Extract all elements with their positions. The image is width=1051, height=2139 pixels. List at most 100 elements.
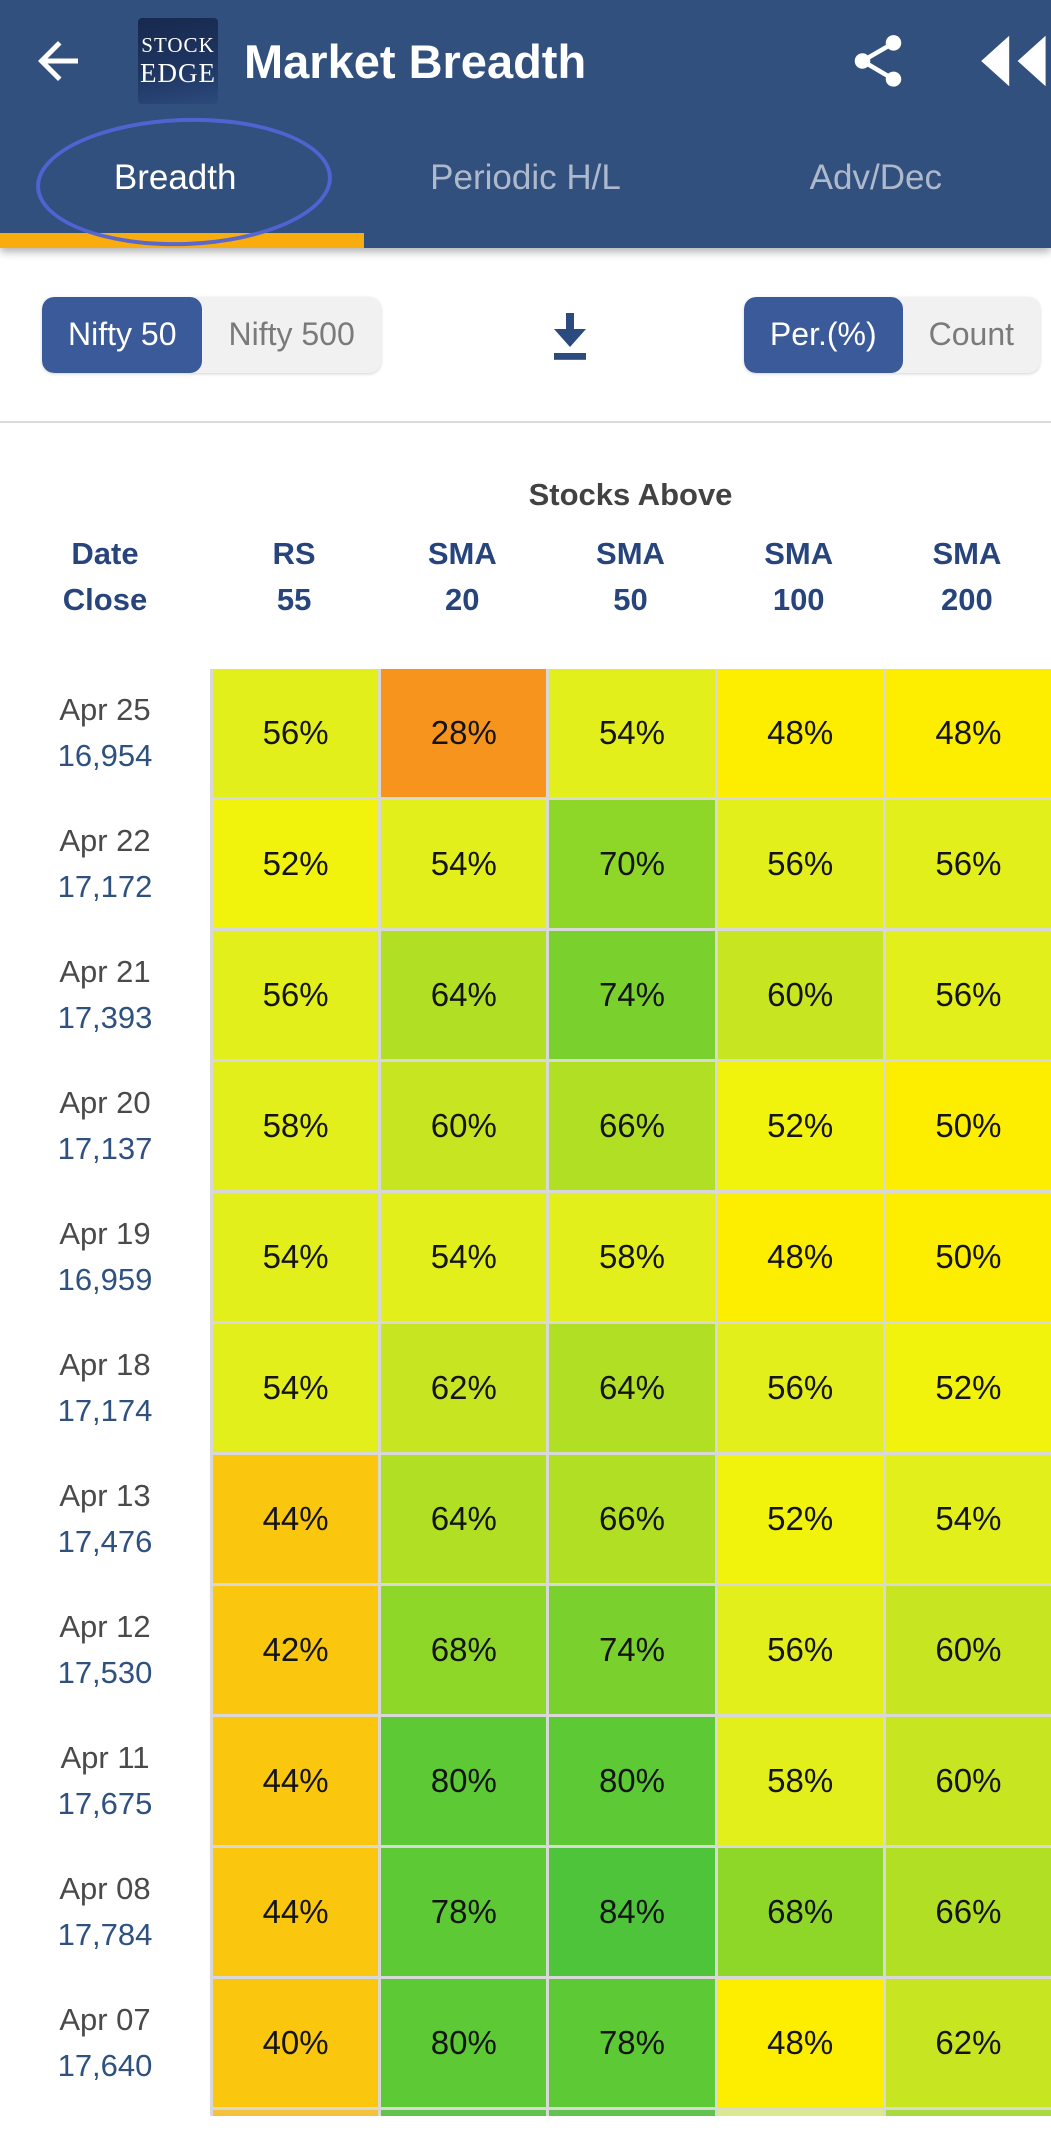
stockedge-logo: STOCK EDGE (138, 18, 218, 104)
heatmap-cell: 58% (213, 1062, 379, 1190)
toggle-nifty-50[interactable]: Nifty 50 (42, 296, 203, 373)
heatmap-cell: 54% (381, 800, 547, 928)
row-close: 17,476 (57, 1524, 153, 1559)
toggle-count[interactable]: Count (928, 316, 1014, 352)
row-date: Apr 18 (59, 1347, 151, 1382)
row-close: 17,172 (57, 869, 153, 904)
col-header-line1: SMA (932, 536, 1002, 571)
col-header-sma-100: SMA 100 (715, 531, 883, 623)
heatmap-cell: 56% (885, 931, 1051, 1059)
row-date-cell: Apr 21 17,393 (0, 931, 210, 1059)
heatmap-cell: 54% (213, 1324, 379, 1452)
heatmap-grid: 56% 28% 54% 48% 48% 52% 54% 70% 56% 56% 56% 64% 74% 6… (210, 669, 1051, 2116)
row-date: Apr 25 (59, 692, 151, 727)
col-header-sma-200: SMA 200 (883, 531, 1051, 623)
col-header-sma-50: SMA 50 (546, 531, 714, 623)
row-date: Apr 21 (59, 954, 151, 989)
heatmap-cell: 48% (885, 669, 1051, 797)
row-date-cell: Apr 08 17,784 (0, 1848, 210, 1976)
heatmap-cell: 78% (549, 1979, 715, 2107)
heatmap-cell: 78% (381, 1848, 547, 1976)
heatmap-cell: 58% (549, 1193, 715, 1321)
row-date-cell: Apr 12 17,530 (0, 1586, 210, 1714)
col-header-line2: 50 (613, 582, 648, 617)
heatmap-cell: 48% (717, 669, 883, 797)
col-header-line1: RS (272, 536, 316, 571)
tab-periodic-hl[interactable]: Periodic H/L (430, 157, 621, 197)
heatmap-cell: 66% (885, 1848, 1051, 1976)
col-header-line2: 55 (276, 582, 312, 617)
heatmap-cell: 48% (717, 1979, 883, 2107)
row-date-cell: Apr 20 17,137 (0, 1062, 210, 1190)
row-close: 17,675 (57, 1786, 153, 1821)
tab-adv-dec[interactable]: Adv/Dec (809, 157, 942, 197)
tab-bar: Breadth Periodic H/L Adv/Dec (0, 122, 1051, 233)
heatmap-cell: 64% (381, 1455, 547, 1583)
col-header-date-close: Date Close (0, 531, 210, 623)
heatmap-cell: 68% (381, 1586, 547, 1714)
heatmap-cell: 52% (717, 1455, 883, 1583)
row-close: 16,959 (57, 1262, 153, 1297)
row-date-cell: Apr 11 17,675 (0, 1717, 210, 1845)
heatmap-cell: 80% (381, 1979, 547, 2107)
row-date-cell: Apr 25 16,954 (0, 669, 210, 797)
row-date: Apr 12 (59, 1609, 151, 1644)
download-icon[interactable] (546, 302, 594, 368)
row-close: 17,137 (57, 1131, 153, 1166)
col-header-line2: 20 (445, 582, 480, 617)
row-close: 17,174 (57, 1393, 153, 1428)
col-header-rs-55: RS 55 (210, 531, 378, 623)
heatmap-cell: 56% (717, 1324, 883, 1452)
heatmap-cell: 56% (213, 931, 379, 1059)
heatmap-cell: 70% (549, 800, 715, 928)
heatmap-cell: 44% (213, 1455, 379, 1583)
app-header: STOCK EDGE Market Breadth Breadth Period… (0, 0, 1051, 252)
row-date-cell: Apr 13 17,476 (0, 1455, 210, 1583)
toggle-percent[interactable]: Per.(%) (743, 296, 903, 373)
group-header-stocks-above: Stocks Above (528, 477, 733, 512)
share-icon[interactable] (847, 30, 909, 92)
col-header-line1: SMA (427, 536, 497, 571)
col-header-line1: SMA (596, 536, 665, 571)
col-header-line2: 100 (772, 582, 825, 617)
heatmap-cell: 84% (549, 1848, 715, 1976)
row-date: Apr 07 (59, 2002, 151, 2037)
tab-breadth[interactable]: Breadth (113, 157, 237, 197)
heatmap-cell: 40% (213, 1979, 379, 2107)
heatmap-cell-partial (717, 2110, 883, 2116)
heatmap-cell: 44% (213, 1717, 379, 1845)
mode-toggle: Per.(%) Count (743, 296, 1040, 373)
row-close: 17,640 (57, 2048, 153, 2083)
heatmap-cell: 64% (381, 931, 547, 1059)
heatmap-cell: 48% (717, 1193, 883, 1321)
col-header-line2: 200 (941, 582, 993, 617)
page-title: Market Breadth (244, 34, 587, 88)
toggle-nifty-500[interactable]: Nifty 500 (228, 316, 355, 352)
heatmap-cell: 58% (717, 1717, 883, 1845)
controls-bar: Nifty 50 Nifty 500 Per.(%) Count (0, 248, 1051, 423)
heatmap-cell-partial (885, 2110, 1051, 2116)
col-header-line2: Close (62, 582, 148, 617)
row-close: 16,954 (57, 738, 153, 773)
heatmap-cell: 60% (717, 931, 883, 1059)
row-date-cell: Apr 22 17,172 (0, 800, 210, 928)
col-header-line1: SMA (764, 536, 834, 571)
heatmap-cell: 62% (381, 1324, 547, 1452)
back-arrow-icon[interactable] (28, 31, 88, 91)
heatmap-cell: 56% (885, 800, 1051, 928)
heatmap-cell: 80% (381, 1717, 547, 1845)
heatmap-cell: 66% (549, 1062, 715, 1190)
heatmap-cell: 52% (885, 1324, 1051, 1452)
logo-text-bottom: EDGE (140, 58, 216, 88)
heatmap-cell: 68% (717, 1848, 883, 1976)
rewind-icon[interactable] (975, 33, 1049, 89)
heatmap-cell: 54% (549, 669, 715, 797)
app-bar: STOCK EDGE Market Breadth (0, 0, 1051, 122)
row-close: 17,530 (57, 1655, 153, 1690)
active-tab-indicator (0, 233, 364, 248)
row-close: 17,393 (57, 1000, 153, 1035)
index-toggle: Nifty 50 Nifty 500 (42, 296, 381, 373)
heatmap-cell: 50% (885, 1193, 1051, 1321)
heatmap-cell: 80% (549, 1717, 715, 1845)
